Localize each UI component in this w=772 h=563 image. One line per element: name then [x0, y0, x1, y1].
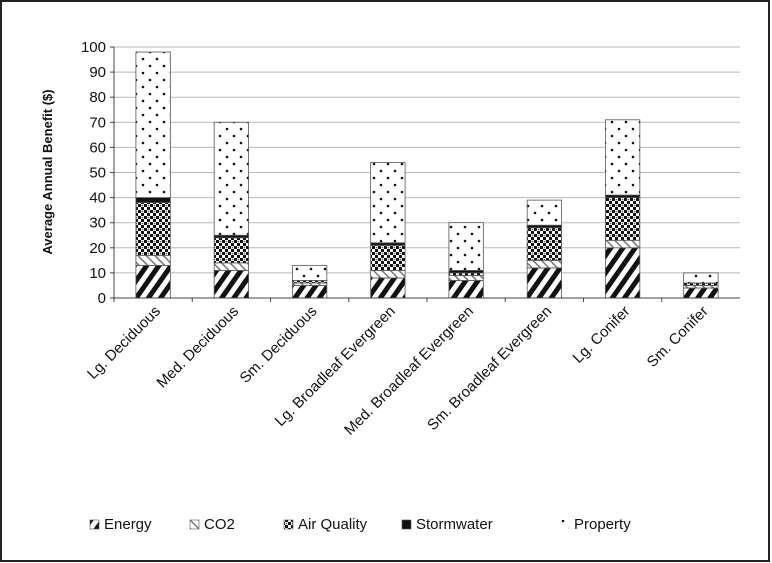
legend-swatch	[189, 519, 200, 530]
bar-segment	[526, 259, 562, 269]
y-tick-label: 50	[89, 165, 106, 182]
bar-segment	[448, 280, 484, 299]
y-tick-label: 0	[98, 290, 106, 307]
y-tick-label: 100	[81, 39, 106, 56]
legend-swatch	[560, 520, 569, 529]
bar-stack	[605, 119, 641, 299]
axes	[113, 47, 740, 302]
legend-label: Air Quality	[298, 516, 368, 533]
y-tick-label: 70	[89, 114, 106, 131]
bar-stack	[448, 222, 484, 299]
legend-label: Energy	[104, 516, 152, 533]
y-tick-label: 20	[89, 240, 106, 257]
bar-segment	[135, 264, 171, 299]
y-tick-label: 10	[89, 265, 106, 282]
y-tick-label: 30	[89, 215, 106, 232]
bar-segment	[683, 272, 719, 284]
bar-stack	[370, 162, 406, 299]
y-tick-label: 80	[89, 89, 106, 106]
bar-stack	[683, 272, 719, 299]
legend-label: CO2	[204, 516, 235, 533]
bar-segment	[135, 51, 171, 199]
bar-segment	[605, 247, 641, 299]
x-category-label: Lg. Conifer	[570, 303, 634, 367]
bar-stack	[135, 51, 171, 299]
bar-segment	[526, 199, 562, 226]
gridlines	[114, 46, 740, 299]
x-category-label: Sm. Deciduous	[237, 303, 321, 387]
legend-label: Stormwater	[416, 516, 493, 533]
bar-segment	[526, 267, 562, 299]
legend-swatch	[89, 519, 100, 530]
bar-segment	[213, 237, 249, 264]
bar-stack	[213, 121, 249, 299]
bar-segment	[370, 269, 406, 279]
y-tick-label: 90	[89, 64, 106, 81]
x-category-label: Med. Deciduous	[154, 303, 243, 392]
bar-segment	[448, 222, 484, 271]
bar-segment	[292, 285, 328, 299]
bar-stack	[526, 199, 562, 299]
y-tick-label: 40	[89, 190, 106, 207]
bar-segment	[605, 197, 641, 241]
y-tick-label: 60	[89, 139, 106, 156]
y-axis-ticks: 0 10 20 30 40 50 60 70 80 90 100	[81, 39, 114, 307]
legend-label: Property	[574, 516, 631, 533]
legend-swatch	[283, 519, 294, 530]
x-category-label: Med. Broadleaf Evergreen	[341, 303, 477, 439]
bar-segment	[135, 254, 171, 266]
bar-segment	[135, 197, 171, 204]
bar-segment	[292, 264, 328, 281]
bar-stack	[292, 264, 328, 299]
bar-segment	[370, 277, 406, 299]
bar-segment	[683, 287, 719, 299]
bar-segment	[213, 121, 249, 236]
bar-segment	[605, 119, 641, 196]
bar-segment	[213, 262, 249, 271]
bar-segment	[605, 239, 641, 249]
x-category-label: Sm. Conifer	[644, 303, 712, 371]
bar-segment	[526, 227, 562, 261]
x-category-label: Sm. Broadleaf Evergreen	[424, 303, 555, 434]
legend-swatch	[401, 519, 412, 530]
bar-segment	[448, 275, 484, 281]
bar-segment	[135, 202, 171, 256]
x-category-label: Lg. Deciduous	[84, 303, 164, 383]
bars	[135, 51, 719, 299]
bar-segment	[370, 162, 406, 244]
y-axis-label: Average Annual Benefit ($)	[40, 89, 55, 254]
bar-segment	[370, 244, 406, 271]
bar-segment	[213, 269, 249, 299]
legend: Energy CO2 Air Quality Stormwater Property	[89, 516, 631, 533]
